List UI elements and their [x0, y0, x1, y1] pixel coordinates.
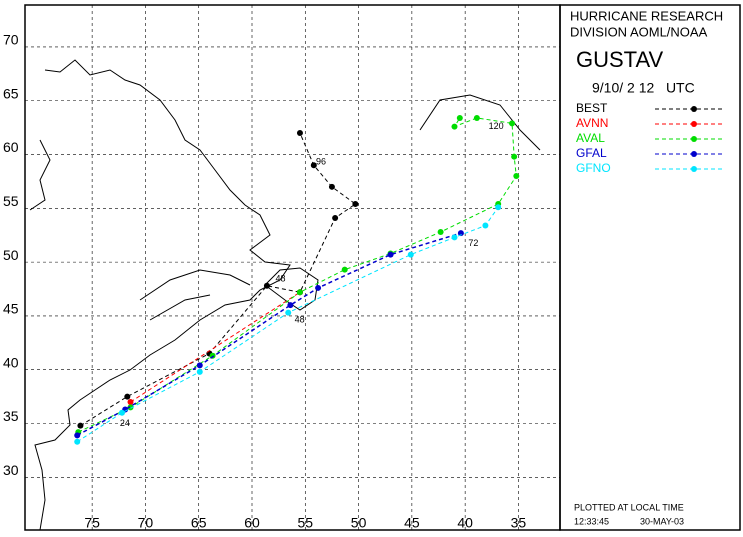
annotation: 72	[468, 238, 478, 248]
y-tick-label: 55	[3, 193, 19, 209]
map-frame	[24, 4, 561, 531]
legend-dot	[691, 136, 697, 142]
track-line	[130, 291, 301, 403]
x-tick-label: 40	[457, 515, 473, 531]
track-point	[387, 251, 394, 258]
x-tick-label: 45	[404, 515, 420, 531]
track-point	[328, 183, 335, 190]
x-tick-label: 70	[138, 515, 154, 531]
track-point	[511, 153, 518, 160]
track-point	[407, 251, 414, 258]
track-point	[77, 422, 84, 429]
coastline	[419, 94, 541, 151]
track-point	[124, 393, 131, 400]
y-tick-label: 30	[3, 462, 19, 478]
annotation: 120	[489, 121, 504, 131]
track-point	[457, 230, 464, 237]
footer-line: 30-MAY-03	[640, 516, 684, 526]
track-point	[118, 409, 125, 416]
x-tick-label: 35	[511, 515, 527, 531]
footer-line: PLOTTED AT LOCAL TIME	[574, 502, 684, 512]
coastline	[29, 59, 541, 531]
coastline	[29, 139, 51, 211]
y-tick-label: 60	[3, 139, 19, 155]
y-tick-label: 45	[3, 301, 19, 317]
track-point	[196, 368, 203, 375]
legend-dot	[691, 166, 697, 172]
y-tick-label: 50	[3, 247, 19, 263]
track-point	[287, 302, 294, 309]
legend-dot	[691, 151, 697, 157]
track-line	[76, 232, 462, 436]
storm-name: GUSTAV	[576, 47, 664, 72]
track-point	[127, 398, 134, 405]
x-tick-label: 60	[244, 515, 260, 531]
track-point	[127, 404, 134, 411]
date-time: 9/10/ 2 12 UTC	[592, 80, 695, 96]
legend-dot	[691, 121, 697, 127]
track-point	[509, 120, 516, 127]
track-line	[78, 117, 517, 433]
track-line	[76, 206, 499, 443]
x-tick-label: 50	[351, 515, 367, 531]
legend-label: GFNO	[576, 161, 611, 175]
track-point	[513, 173, 520, 180]
coastline	[139, 269, 251, 321]
legend-label: BEST	[576, 101, 608, 115]
track-point	[296, 130, 303, 137]
track-point	[456, 114, 463, 121]
legend-label: AVNN	[576, 116, 608, 130]
track-point	[352, 201, 359, 208]
coastline	[34, 59, 291, 531]
x-tick-label: 75	[84, 515, 100, 531]
annotation: 48	[295, 315, 305, 325]
track-point	[341, 266, 348, 273]
legend-dot	[691, 106, 697, 112]
header-line: DIVISION AOML/NOAA	[570, 24, 708, 39]
track-point	[437, 228, 444, 235]
annotation: 24	[120, 418, 130, 428]
annotation: 48	[275, 274, 285, 284]
footer-line: 12:33:45	[574, 516, 609, 526]
y-tick-label: 40	[3, 354, 19, 370]
legend-label: GFAL	[576, 146, 607, 160]
track-line	[80, 132, 357, 427]
x-tick-label: 65	[191, 515, 207, 531]
header-line: HURRICANE RESEARCH	[570, 8, 723, 23]
track-point	[482, 222, 489, 229]
y-tick-label: 65	[3, 85, 19, 101]
y-tick-label: 70	[3, 32, 19, 48]
track-point	[451, 234, 458, 241]
track-point	[285, 309, 292, 316]
track-point	[315, 284, 322, 291]
info-panel	[559, 4, 741, 531]
annotation: 96	[316, 156, 326, 166]
legend-label: AVAL	[576, 131, 605, 145]
track-point	[74, 432, 81, 439]
track-point	[495, 204, 502, 211]
track-point	[196, 362, 203, 369]
track-point	[296, 289, 303, 296]
x-tick-label: 55	[297, 515, 313, 531]
track-point	[473, 114, 480, 121]
y-tick-label: 35	[3, 408, 19, 424]
track-point	[74, 438, 81, 445]
track-point	[332, 215, 339, 222]
track-point	[263, 282, 270, 289]
track-point	[310, 162, 317, 169]
track-point	[451, 123, 458, 130]
